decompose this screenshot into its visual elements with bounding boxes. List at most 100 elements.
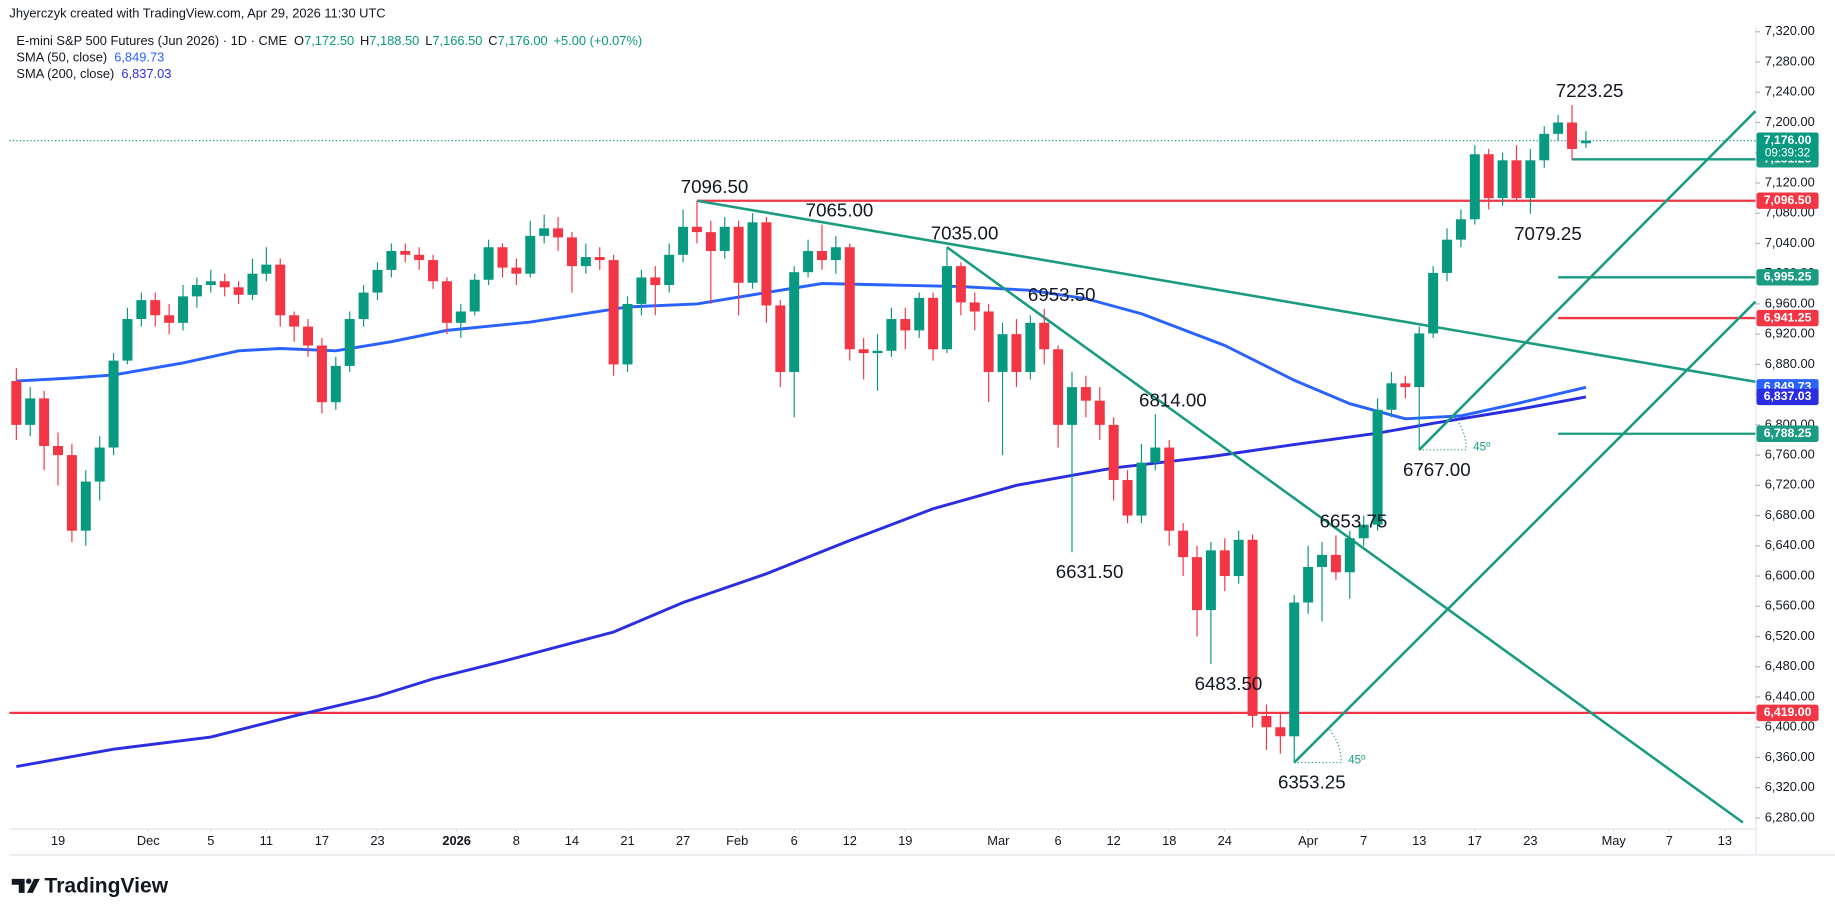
candle-body bbox=[275, 264, 286, 316]
candle-body bbox=[316, 345, 327, 403]
candle-body bbox=[219, 281, 230, 288]
x-tick-label: 24 bbox=[1218, 833, 1232, 848]
indicator-value: 6,849.73 bbox=[114, 50, 164, 65]
x-tick-label: 27 bbox=[676, 833, 690, 848]
candle-body bbox=[1483, 154, 1494, 199]
candle-body bbox=[205, 281, 216, 286]
candle-body bbox=[1205, 550, 1216, 611]
level-tag-label: 6,788.25 bbox=[1764, 426, 1812, 440]
price-annotation: 7079.25 bbox=[1514, 223, 1582, 244]
candle-body bbox=[872, 350, 883, 354]
candle-body bbox=[1122, 480, 1133, 516]
candle-body bbox=[705, 232, 716, 252]
countdown-box bbox=[1756, 147, 1819, 161]
candle-body bbox=[53, 446, 64, 456]
y-tick-label: 6,720.00 bbox=[1765, 477, 1815, 492]
candle-body bbox=[108, 360, 119, 448]
y-tick-label: 6,400.00 bbox=[1765, 719, 1815, 734]
candle-body bbox=[1233, 539, 1244, 577]
candle-body bbox=[886, 319, 897, 351]
candle-body bbox=[1289, 602, 1300, 737]
candle-body bbox=[1192, 557, 1203, 611]
logo-text: TradingView bbox=[45, 875, 169, 898]
trendline bbox=[1418, 110, 1757, 451]
indicator-name: SMA (200, close) bbox=[16, 66, 114, 81]
legend-title: E-mini S&P 500 Futures (Jun 2026) · 1D ·… bbox=[16, 34, 642, 49]
candle-body bbox=[122, 319, 133, 361]
price-annotation: 6653.75 bbox=[1320, 510, 1388, 531]
candle-body bbox=[428, 260, 439, 282]
x-tick-label: 13 bbox=[1718, 833, 1732, 848]
candle-body bbox=[1497, 160, 1508, 199]
candle-body bbox=[1164, 447, 1175, 531]
price-annotation: 6814.00 bbox=[1139, 389, 1207, 410]
candle-body bbox=[1108, 424, 1119, 481]
candle-body bbox=[830, 247, 841, 261]
y-tick-label: 7,040.00 bbox=[1765, 235, 1815, 250]
candle-body bbox=[303, 326, 314, 346]
y-tick-label: 6,520.00 bbox=[1765, 628, 1815, 643]
candle-body bbox=[525, 235, 536, 274]
price-annotation: 7065.00 bbox=[806, 200, 874, 221]
ohlc-key: C bbox=[488, 34, 497, 49]
price-annotation: 6767.00 bbox=[1403, 459, 1471, 480]
candle-body bbox=[941, 266, 952, 350]
price-tag-box bbox=[1756, 132, 1819, 149]
price-tag-box bbox=[1756, 388, 1819, 406]
y-tick-label: 7,320.00 bbox=[1765, 23, 1815, 38]
angle-label: 45º bbox=[1348, 753, 1366, 766]
candle-body bbox=[1039, 322, 1050, 350]
candle-body bbox=[1442, 239, 1453, 273]
y-tick-label: 6,680.00 bbox=[1765, 507, 1815, 522]
x-tick-label: 5 bbox=[207, 833, 214, 848]
y-tick-label: 6,320.00 bbox=[1765, 779, 1815, 794]
candle-body bbox=[553, 228, 564, 238]
candle-body bbox=[414, 254, 425, 261]
candle-body bbox=[622, 303, 633, 365]
level-tag-label: 6,419.00 bbox=[1764, 705, 1812, 719]
candle-body bbox=[1525, 160, 1536, 199]
x-tick-label: Dec bbox=[137, 833, 160, 848]
level-tag-box bbox=[1756, 704, 1819, 722]
candle-body bbox=[11, 381, 22, 425]
candle-body bbox=[816, 251, 827, 261]
candle-body bbox=[1136, 462, 1147, 516]
candle-body bbox=[928, 297, 939, 350]
candle-body bbox=[678, 226, 689, 255]
candle-body bbox=[900, 319, 911, 331]
candle-body bbox=[1011, 334, 1022, 372]
candle-body bbox=[25, 398, 36, 425]
candle-body bbox=[1567, 122, 1578, 149]
candle-body bbox=[1330, 554, 1341, 573]
candle-body bbox=[844, 247, 855, 350]
x-tick-label: May bbox=[1602, 833, 1627, 848]
candle-body bbox=[955, 266, 966, 303]
x-tick-label: 13 bbox=[1412, 833, 1426, 848]
logo-icon bbox=[11, 878, 40, 893]
candle-body bbox=[1469, 154, 1480, 220]
x-tick-label: 11 bbox=[260, 833, 273, 848]
trendline bbox=[696, 199, 1756, 384]
candle-body bbox=[1553, 122, 1564, 134]
y-tick-label: 6,600.00 bbox=[1765, 567, 1815, 582]
candle-body bbox=[247, 273, 258, 295]
candle-body bbox=[1428, 272, 1439, 334]
y-tick-label: 6,560.00 bbox=[1765, 598, 1815, 613]
countdown: 09:39:32 bbox=[1765, 147, 1810, 160]
candle-body bbox=[1317, 554, 1328, 567]
y-tick-label: 6,960.00 bbox=[1765, 295, 1815, 310]
x-tick-label: 17 bbox=[1468, 833, 1482, 848]
candle-body bbox=[650, 277, 661, 286]
candle-body bbox=[691, 226, 702, 233]
ohlc-key: H bbox=[360, 34, 369, 49]
candle-body bbox=[997, 334, 1008, 372]
candle-body bbox=[1414, 333, 1425, 388]
x-tick-label: 8 bbox=[513, 833, 520, 848]
candle-body bbox=[1094, 400, 1105, 425]
x-tick-label: 6 bbox=[1055, 833, 1062, 848]
x-tick-label: 12 bbox=[1107, 833, 1121, 848]
candle-body bbox=[469, 279, 480, 312]
candle-body bbox=[733, 226, 744, 283]
candle-body bbox=[400, 251, 411, 255]
